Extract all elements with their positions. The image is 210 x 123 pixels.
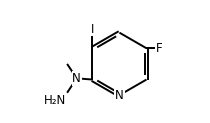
Text: N: N: [72, 72, 81, 85]
Text: N: N: [115, 89, 124, 102]
Text: I: I: [91, 23, 94, 36]
Text: F: F: [156, 42, 162, 55]
Text: H₂N: H₂N: [44, 94, 66, 107]
